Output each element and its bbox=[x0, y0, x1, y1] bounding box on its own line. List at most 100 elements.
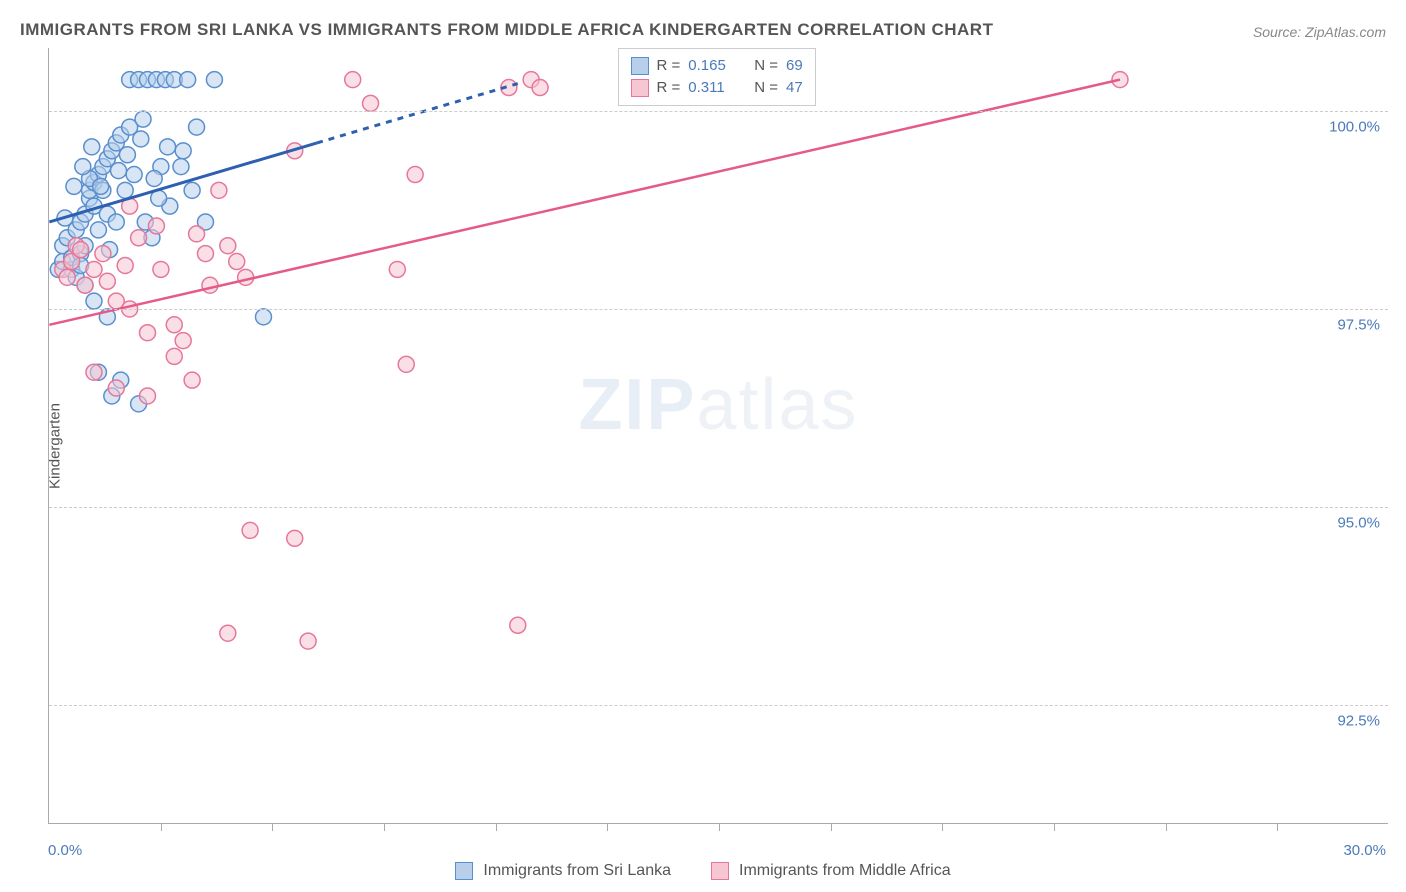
data-point bbox=[99, 309, 115, 325]
data-point bbox=[184, 372, 200, 388]
legend-swatch bbox=[711, 862, 729, 880]
bottom-legend-item: Immigrants from Middle Africa bbox=[711, 862, 951, 880]
data-point bbox=[108, 135, 124, 151]
x-tick bbox=[161, 823, 162, 831]
data-point bbox=[86, 198, 102, 214]
x-tick bbox=[942, 823, 943, 831]
data-point bbox=[73, 214, 89, 230]
data-point bbox=[82, 170, 98, 186]
data-point bbox=[117, 257, 133, 273]
data-point bbox=[140, 388, 156, 404]
x-tick bbox=[1277, 823, 1278, 831]
data-point bbox=[102, 242, 118, 258]
data-point bbox=[90, 364, 106, 380]
data-point bbox=[173, 159, 189, 175]
data-point bbox=[93, 178, 109, 194]
data-point bbox=[64, 254, 80, 270]
data-point bbox=[287, 530, 303, 546]
data-point bbox=[523, 72, 539, 88]
bottom-legend-label: Immigrants from Sri Lanka bbox=[483, 862, 671, 880]
data-point bbox=[104, 143, 120, 159]
data-point bbox=[532, 80, 548, 96]
data-point bbox=[133, 131, 149, 147]
data-point bbox=[77, 238, 93, 254]
legend-r-label: R = bbox=[657, 77, 681, 99]
data-point bbox=[131, 396, 147, 412]
data-point bbox=[64, 261, 80, 277]
trend-line bbox=[49, 143, 317, 222]
data-point bbox=[55, 254, 71, 270]
data-point bbox=[55, 261, 71, 277]
data-point bbox=[148, 72, 164, 88]
data-point bbox=[153, 159, 169, 175]
data-point bbox=[398, 356, 414, 372]
data-point bbox=[300, 633, 316, 649]
data-point bbox=[160, 139, 176, 155]
legend-n-label: N = bbox=[754, 77, 778, 99]
data-point bbox=[126, 167, 142, 183]
data-point bbox=[99, 206, 115, 222]
watermark: ZIPatlas bbox=[578, 364, 858, 446]
y-tick-label: 97.5% bbox=[1337, 317, 1380, 334]
data-point bbox=[113, 127, 129, 143]
data-point bbox=[135, 111, 151, 127]
data-point bbox=[146, 170, 162, 186]
data-point bbox=[95, 159, 111, 175]
chart-svg bbox=[49, 48, 1388, 823]
data-point bbox=[73, 257, 89, 273]
legend-swatch bbox=[631, 57, 649, 75]
gridline bbox=[49, 309, 1388, 310]
data-point bbox=[55, 238, 71, 254]
x-tick-label-right: 30.0% bbox=[1343, 842, 1386, 859]
data-point bbox=[407, 167, 423, 183]
legend-r-value: 0.165 bbox=[688, 55, 738, 77]
data-point bbox=[175, 333, 191, 349]
y-tick-label: 92.5% bbox=[1337, 713, 1380, 730]
data-point bbox=[501, 80, 517, 96]
x-tick bbox=[384, 823, 385, 831]
data-point bbox=[148, 218, 164, 234]
data-point bbox=[113, 372, 129, 388]
bottom-legend: Immigrants from Sri Lanka Immigrants from… bbox=[0, 862, 1406, 880]
legend-r-label: R = bbox=[657, 55, 681, 77]
data-point bbox=[206, 72, 222, 88]
data-point bbox=[151, 190, 167, 206]
x-tick bbox=[607, 823, 608, 831]
data-point bbox=[90, 167, 106, 183]
plot-area: ZIPatlas 92.5%95.0%97.5%100.0% bbox=[48, 48, 1388, 824]
stats-legend-row: R =0.165N =69 bbox=[631, 55, 803, 77]
x-tick bbox=[1054, 823, 1055, 831]
gridline bbox=[49, 507, 1388, 508]
legend-swatch bbox=[455, 862, 473, 880]
data-point bbox=[119, 147, 135, 163]
x-tick bbox=[1166, 823, 1167, 831]
data-point bbox=[86, 364, 102, 380]
data-point bbox=[77, 206, 93, 222]
legend-n-value: 47 bbox=[786, 77, 803, 99]
data-point bbox=[108, 380, 124, 396]
data-point bbox=[189, 226, 205, 242]
data-point bbox=[90, 222, 106, 238]
trend-line bbox=[49, 80, 1120, 325]
x-tick bbox=[496, 823, 497, 831]
data-point bbox=[73, 246, 89, 262]
data-point bbox=[510, 617, 526, 633]
data-point bbox=[211, 182, 227, 198]
data-point bbox=[229, 254, 245, 270]
data-point bbox=[50, 261, 66, 277]
data-point bbox=[238, 269, 254, 285]
data-point bbox=[166, 348, 182, 364]
legend-r-value: 0.311 bbox=[688, 77, 738, 99]
data-point bbox=[95, 246, 111, 262]
data-point bbox=[86, 174, 102, 190]
data-point bbox=[108, 214, 124, 230]
data-point bbox=[122, 72, 138, 88]
data-point bbox=[162, 198, 178, 214]
data-point bbox=[117, 182, 133, 198]
data-point bbox=[389, 261, 405, 277]
chart-title: IMMIGRANTS FROM SRI LANKA VS IMMIGRANTS … bbox=[20, 20, 993, 40]
data-point bbox=[68, 269, 84, 285]
data-point bbox=[1112, 72, 1128, 88]
data-point bbox=[95, 182, 111, 198]
watermark-thin: atlas bbox=[696, 365, 858, 445]
